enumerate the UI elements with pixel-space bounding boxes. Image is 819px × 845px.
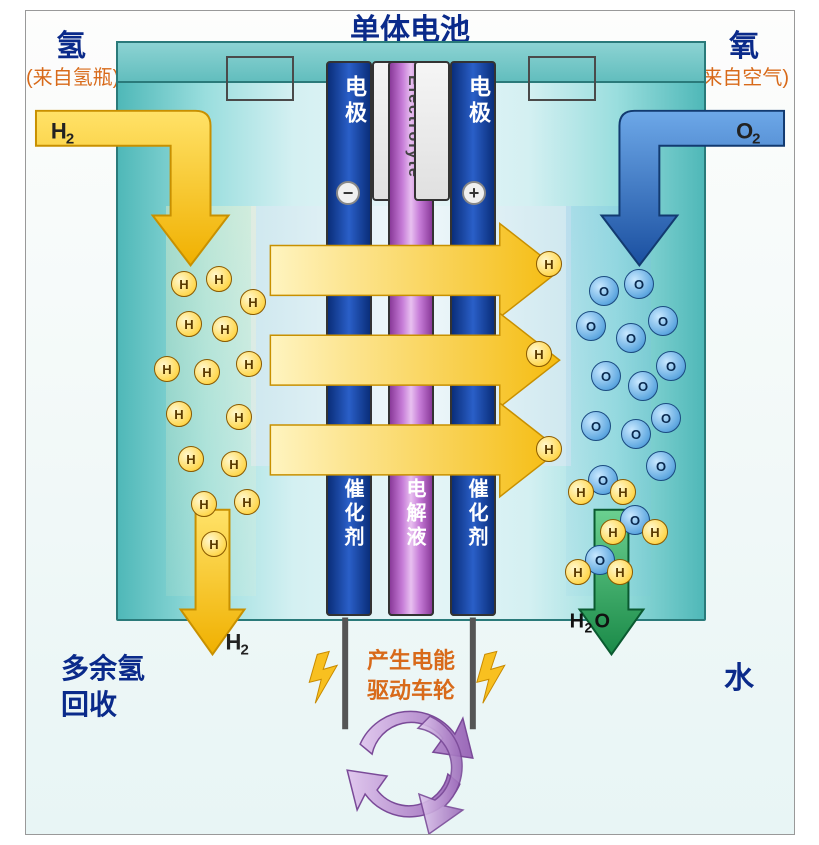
svg-text:2: 2	[752, 131, 760, 148]
power-output-label: 产生电能 驱动车轮	[331, 646, 491, 705]
h-atom: H	[221, 451, 247, 477]
svg-text:H: H	[51, 119, 67, 144]
h-atom: H	[171, 271, 197, 297]
svg-text:2: 2	[240, 641, 248, 658]
electrode-left-label: 电极	[338, 75, 370, 127]
o-atom: O	[656, 351, 686, 381]
svg-text:2: 2	[585, 619, 593, 635]
h-atom: H	[565, 559, 591, 585]
h-atom: H	[206, 266, 232, 292]
svg-text:O: O	[736, 119, 753, 144]
h-atom: H	[194, 359, 220, 385]
o-atom: O	[646, 451, 676, 481]
diagram-stage: 单体电池 氢 (来自氢瓶) 氧 (来自空气) 电极 Electrolyte 电极…	[25, 10, 795, 835]
negative-terminal: −	[336, 181, 360, 205]
electrode-right-label: 电极	[462, 75, 494, 127]
catalyst-right: 催化剂	[450, 466, 496, 616]
o-atom: O	[624, 269, 654, 299]
oxygen-source: (来自空气)	[696, 66, 789, 90]
excess-h2-line2: 回收	[61, 687, 145, 723]
h-atom: H	[201, 531, 227, 557]
h-atom: H	[234, 489, 260, 515]
separator-right	[414, 61, 450, 201]
h-atom: H	[536, 436, 562, 462]
svg-text:2: 2	[66, 131, 74, 148]
positive-terminal: +	[462, 181, 486, 205]
water-label: 水	[724, 661, 754, 697]
o-atom: O	[621, 419, 651, 449]
catalyst-left: 催化剂	[326, 466, 372, 616]
h-atom: H	[642, 519, 668, 545]
water-molecule: OHH	[574, 461, 634, 501]
h-atom: H	[226, 404, 252, 430]
h-atom: H	[154, 356, 180, 382]
power-line1: 产生电能	[331, 646, 491, 676]
hydrogen-source: (来自氢瓶)	[26, 66, 119, 90]
h-atom: H	[607, 559, 633, 585]
h-atom: H	[166, 401, 192, 427]
water-molecule: OHH	[571, 541, 631, 581]
water-molecule: OHH	[606, 501, 666, 541]
h-atom: H	[526, 341, 552, 367]
o-atom: O	[591, 361, 621, 391]
h-atom: H	[568, 479, 594, 505]
o-atom: O	[576, 311, 606, 341]
excess-h2-line1: 多余氢	[61, 651, 145, 687]
hydrogen-label: 氢	[56, 29, 86, 65]
h-atom: H	[176, 311, 202, 337]
o-atom: O	[628, 371, 658, 401]
h-atom: H	[240, 289, 266, 315]
oxygen-label: 氧	[729, 29, 759, 65]
excess-h2-label: 多余氢 回收	[61, 651, 145, 724]
h-atom: H	[178, 446, 204, 472]
electrolyte-cn-label: 电解液	[400, 478, 429, 550]
h-atom: H	[212, 316, 238, 342]
power-line2: 驱动车轮	[331, 676, 491, 706]
h-atom: H	[236, 351, 262, 377]
svg-text:H: H	[225, 629, 241, 654]
h-atom: H	[191, 491, 217, 517]
h-atom: H	[536, 251, 562, 277]
o-atom: O	[581, 411, 611, 441]
rotation-arrows	[347, 711, 473, 834]
catalyst-left-label: 催化剂	[338, 478, 367, 550]
o-atom: O	[616, 323, 646, 353]
o-atom: O	[589, 276, 619, 306]
o-atom: O	[648, 306, 678, 336]
o-atom: O	[651, 403, 681, 433]
vent-left	[226, 56, 294, 101]
vent-right	[528, 56, 596, 101]
catalyst-right-label: 催化剂	[462, 478, 491, 550]
electrolyte-bottom: 电解液	[388, 466, 434, 616]
